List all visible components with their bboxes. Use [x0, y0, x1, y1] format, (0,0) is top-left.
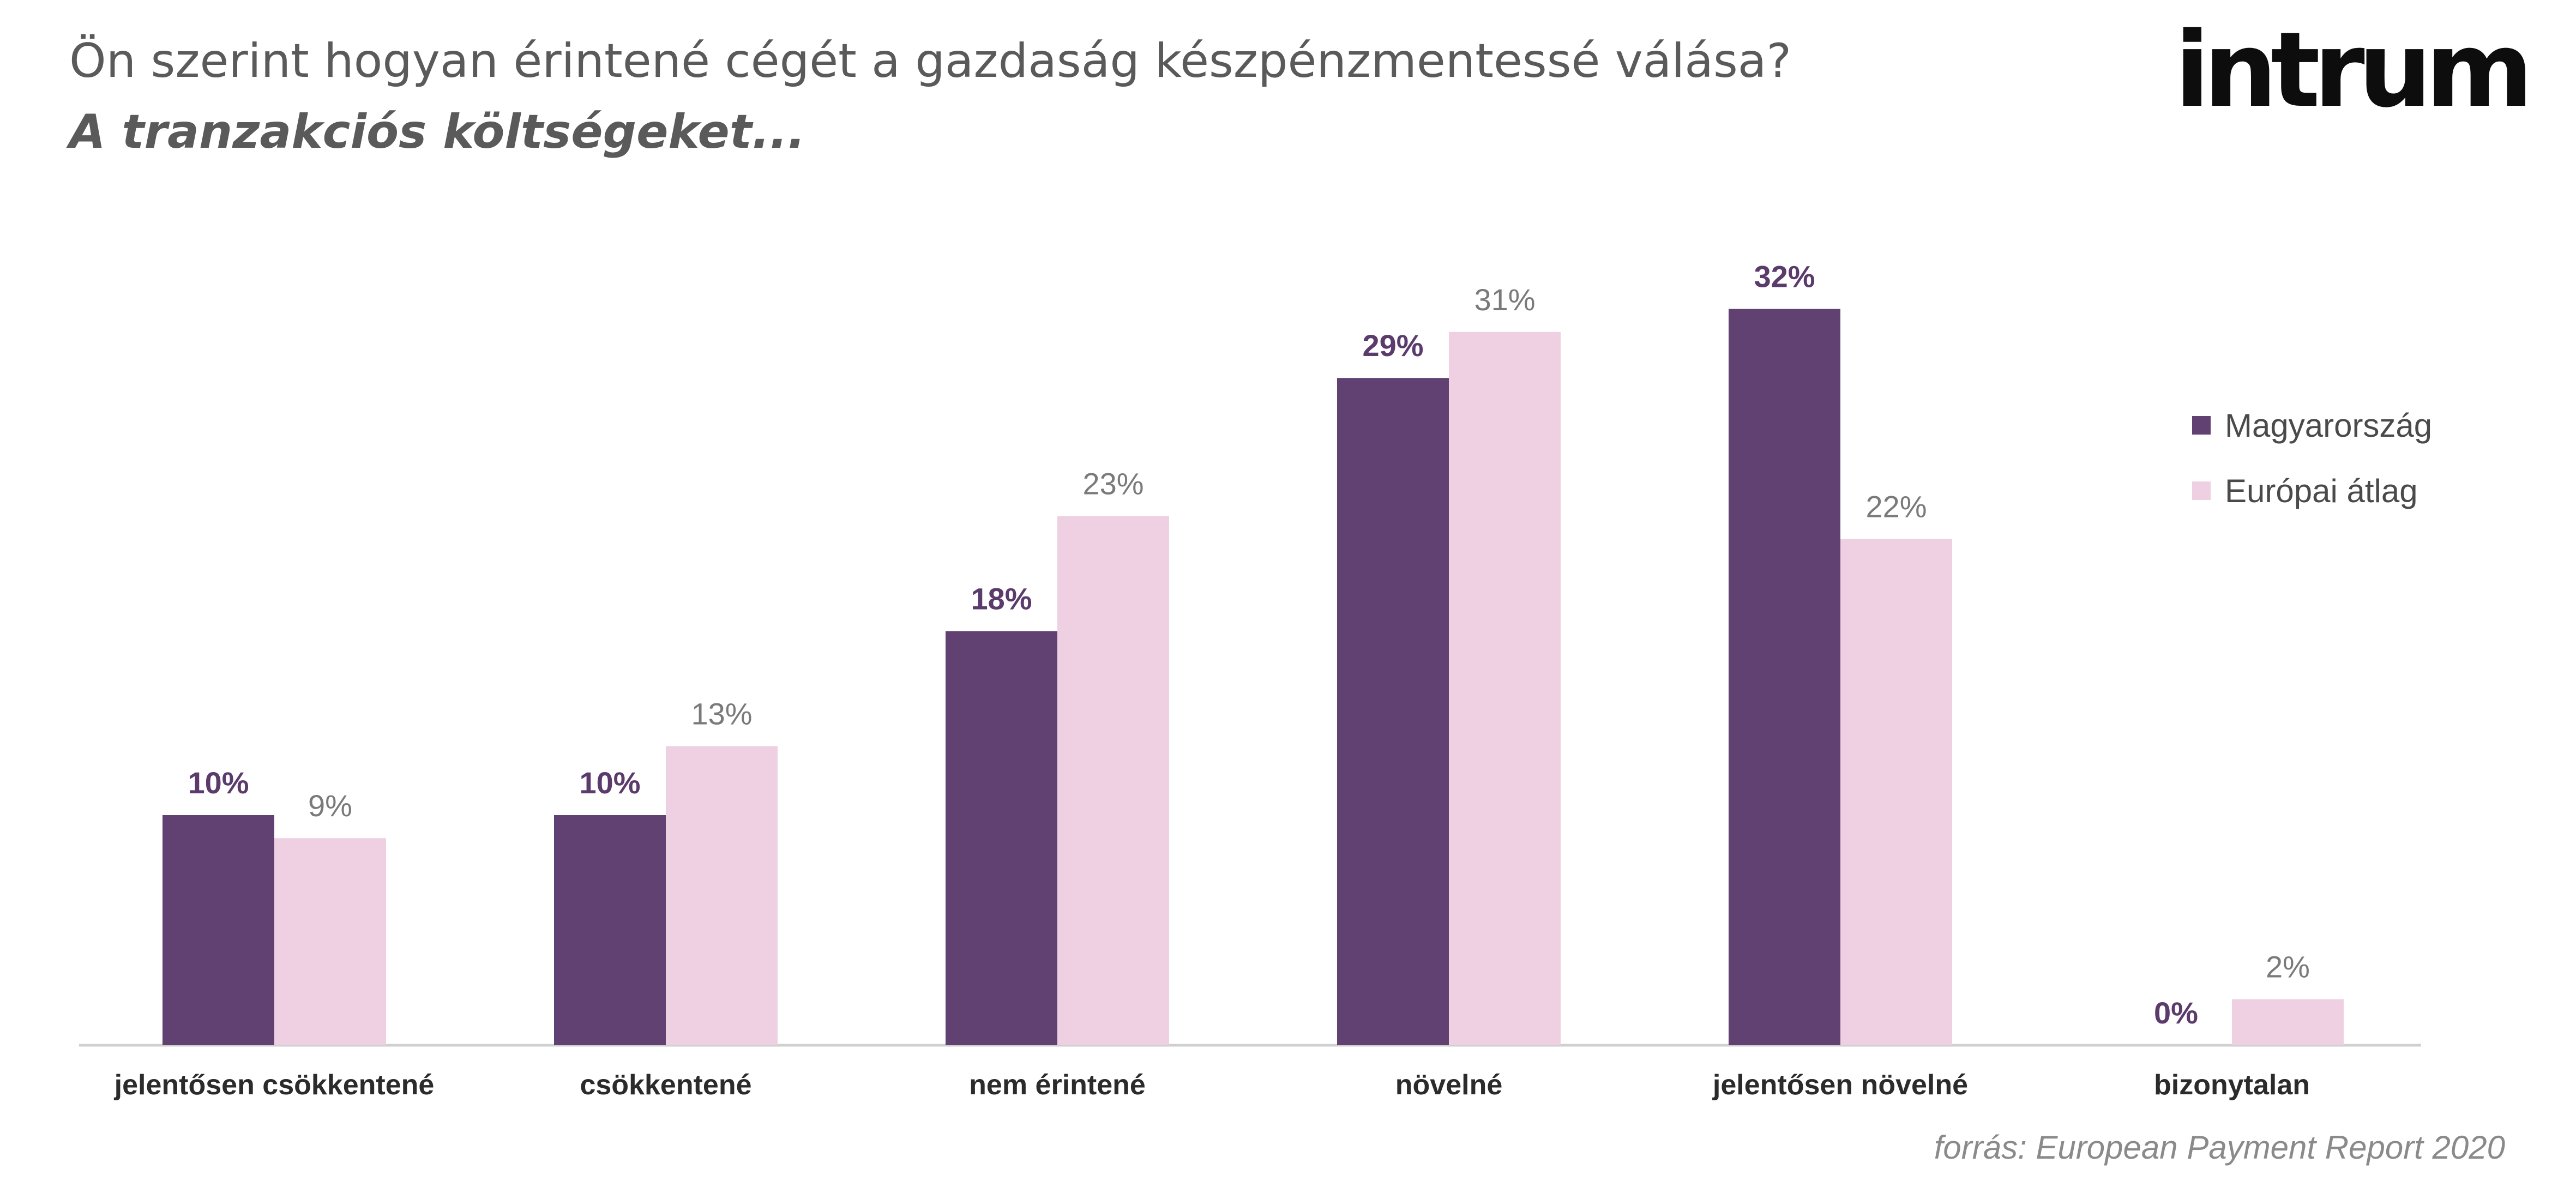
bar-europe-3	[1057, 516, 1169, 1045]
bar-hungary-2	[554, 815, 666, 1045]
category-label-2: csökkentené	[580, 1069, 751, 1101]
bar-europe-1	[274, 838, 386, 1045]
bar-hungary-3	[946, 631, 1057, 1045]
bar-europe-4	[1449, 332, 1561, 1045]
bar-europe-2	[666, 746, 778, 1045]
data-label-hungary-3: 18%	[971, 581, 1032, 616]
legend-label-hungary: Magyarország	[2225, 407, 2433, 444]
legend-label-europe: Európai átlag	[2225, 472, 2418, 509]
category-label-1: jelentősen csökkentené	[114, 1069, 435, 1101]
legend-item-europe: Európai átlag	[2192, 458, 2432, 523]
data-label-europe-3: 23%	[1082, 466, 1143, 501]
bar-europe-6	[2232, 999, 2344, 1045]
legend-item-hungary: Magyarország	[2192, 393, 2432, 458]
data-label-hungary-2: 10%	[579, 766, 640, 800]
data-label-europe-5: 22%	[1865, 490, 1927, 524]
bar-europe-5	[1840, 539, 1952, 1045]
intrum-logo: intrum	[2174, 10, 2533, 130]
category-label-3: nem érintené	[969, 1069, 1146, 1101]
bar-hungary-1	[162, 815, 274, 1045]
category-label-4: növelné	[1395, 1069, 1503, 1101]
data-label-europe-6: 2%	[2266, 950, 2310, 984]
data-label-europe-1: 9%	[308, 788, 352, 823]
legend-swatch-europe	[2192, 481, 2211, 500]
data-label-europe-4: 31%	[1474, 282, 1535, 317]
bar-hungary-4	[1337, 378, 1449, 1046]
data-label-hungary-1: 10%	[188, 766, 249, 800]
source-note: forrás: European Payment Report 2020	[1934, 1129, 2505, 1166]
data-label-hungary-4: 29%	[1362, 328, 1423, 363]
category-label-6: bizonytalan	[2154, 1069, 2310, 1101]
data-label-europe-2: 13%	[691, 696, 752, 731]
data-label-hungary-6: 0%	[2154, 996, 2198, 1030]
chart-title: Ön szerint hogyan érintené cégét a gazda…	[69, 34, 1792, 88]
legend-swatch-hungary	[2192, 416, 2211, 435]
category-label-5: jelentősen növelné	[1712, 1069, 1968, 1101]
chart-subtitle: A tranzakciós költségeket...	[69, 105, 806, 159]
bar-hungary-5	[1729, 309, 1840, 1045]
chart-legend: Magyarország Európai átlag	[2192, 393, 2432, 523]
data-label-hungary-5: 32%	[1754, 260, 1815, 294]
